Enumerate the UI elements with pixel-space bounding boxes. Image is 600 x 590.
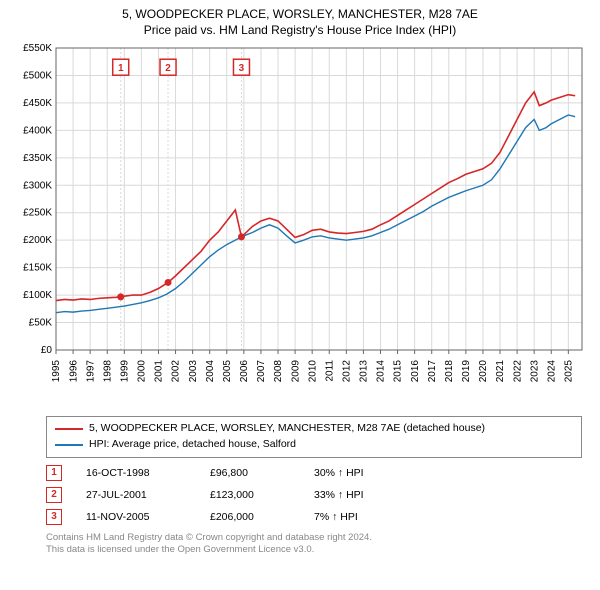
y-tick-label: £550K [23,43,52,54]
y-tick-label: £100K [23,290,52,301]
x-tick-label: 2002 [171,360,182,383]
y-tick-label: £500K [23,71,52,82]
x-tick-label: 1997 [85,360,96,383]
sale-marker-number: 3 [239,64,245,75]
legend-item: 5, WOODPECKER PLACE, WORSLEY, MANCHESTER… [55,421,573,437]
x-tick-label: 2006 [239,360,250,383]
x-tick-label: 2014 [376,360,387,383]
sale-marker-number: 2 [165,64,171,75]
x-tick-label: 2000 [137,360,148,383]
x-tick-label: 2005 [222,360,233,383]
x-tick-label: 2011 [324,360,335,382]
y-tick-label: £350K [23,153,52,164]
y-tick-label: £250K [23,208,52,219]
x-tick-label: 2016 [410,360,421,383]
sale-point [117,294,124,301]
x-tick-label: 2023 [529,360,540,383]
x-tick-label: 1999 [120,360,131,383]
sales-table: 1 16-OCT-1998 £96,800 30% ↑ HPI 2 27-JUL-2001… [46,462,582,528]
sale-row: 2 27-JUL-2001 £123,000 33% ↑ HPI [46,484,582,506]
sale-pct: 7% ↑ HPI [314,511,404,523]
x-tick-label: 1995 [51,360,62,383]
sale-row: 1 16-OCT-1998 £96,800 30% ↑ HPI [46,462,582,484]
y-tick-label: £200K [23,236,52,247]
sale-date: 16-OCT-1998 [86,467,186,479]
x-tick-label: 2001 [154,360,165,383]
x-tick-label: 2021 [495,360,506,383]
x-tick-label: 2019 [461,360,472,383]
x-tick-label: 2018 [444,360,455,383]
sale-marker-number: 1 [118,64,124,75]
sale-point [238,234,245,241]
sale-price: £206,000 [210,511,290,523]
x-tick-label: 2009 [290,360,301,383]
x-tick-label: 2025 [564,360,575,383]
x-tick-label: 2012 [342,360,353,383]
chart-title: 5, WOODPECKER PLACE, WORSLEY, MANCHESTER… [10,6,590,38]
x-tick-label: 2017 [427,360,438,383]
chart-svg: £0 £50K £100K £150K £200K £250K £300K £350K £400… [10,40,590,410]
x-tick-label: 2013 [359,360,370,383]
sale-date: 27-JUL-2001 [86,489,186,501]
price-hpi-chart: £0 £50K £100K £150K £200K £250K £300K £350K £400… [10,40,590,410]
footer-line-2: This data is licensed under the Open Gov… [46,544,582,556]
x-tick-label: 2008 [273,360,284,383]
y-tick-label: £450K [23,98,52,109]
title-line-1: 5, WOODPECKER PLACE, WORSLEY, MANCHESTER… [10,6,590,22]
x-tick-label: 2010 [307,360,318,383]
x-tick-label: 2022 [512,360,523,383]
y-tick-label: £300K [23,181,52,192]
x-tick-label: 2015 [393,360,404,383]
title-line-2: Price paid vs. HM Land Registry's House … [10,22,590,38]
x-tick-label: 2003 [188,360,199,383]
x-tick-label: 2024 [546,360,557,383]
x-tick-label: 2004 [205,360,216,383]
sale-marker-icon: 3 [46,509,62,525]
legend-swatch [55,444,83,446]
x-tick-label: 2007 [256,360,267,383]
x-tick-label: 2020 [478,360,489,383]
footer: Contains HM Land Registry data © Crown c… [46,532,582,557]
sale-pct: 30% ↑ HPI [314,467,404,479]
sale-date: 11-NOV-2005 [86,511,186,523]
footer-line-1: Contains HM Land Registry data © Crown c… [46,532,582,544]
legend: 5, WOODPECKER PLACE, WORSLEY, MANCHESTER… [46,416,582,458]
sale-pct: 33% ↑ HPI [314,489,404,501]
sale-price: £96,800 [210,467,290,479]
y-tick-label: £50K [29,318,53,329]
y-tick-label: £150K [23,263,52,274]
y-tick-label: £400K [23,126,52,137]
legend-label: HPI: Average price, detached house, Salf… [89,437,296,453]
sale-price: £123,000 [210,489,290,501]
legend-label: 5, WOODPECKER PLACE, WORSLEY, MANCHESTER… [89,421,485,437]
y-tick-label: £0 [41,345,53,356]
legend-swatch [55,428,83,430]
sale-marker-icon: 1 [46,465,62,481]
x-tick-label: 1996 [68,360,79,383]
sale-row: 3 11-NOV-2005 £206,000 7% ↑ HPI [46,506,582,528]
legend-item: HPI: Average price, detached house, Salf… [55,437,573,453]
sale-point [165,279,172,286]
x-tick-label: 1998 [102,360,113,383]
sale-marker-icon: 2 [46,487,62,503]
